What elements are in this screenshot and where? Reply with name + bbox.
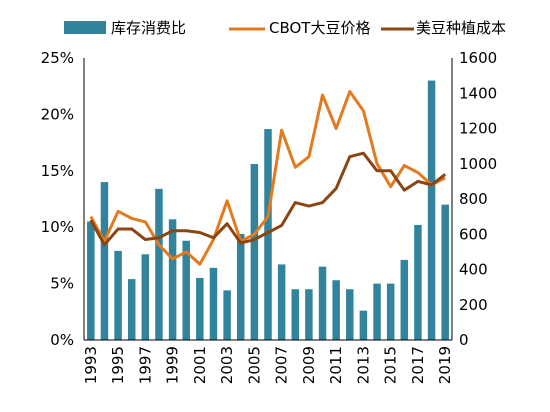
bar-2000 — [182, 240, 190, 340]
x-tick-label: 2001 — [191, 346, 209, 384]
x-tick-label: 1995 — [109, 346, 127, 384]
bar-1996 — [127, 279, 136, 340]
bar-2004 — [236, 233, 245, 340]
right-y-tick-label: 200 — [459, 296, 488, 314]
legend-label-stock-ratio: 库存消费比 — [111, 19, 186, 37]
bar-2001 — [196, 277, 204, 340]
right-y-tick-label: 1000 — [459, 155, 497, 173]
bar-2005 — [250, 164, 259, 340]
bar-1999 — [168, 219, 177, 340]
bar-2014 — [373, 283, 381, 340]
right-y-tick-label: 1600 — [459, 49, 497, 67]
bar-2018 — [427, 80, 436, 340]
right-y-tick-label: 1200 — [459, 120, 497, 138]
bar-2010 — [318, 266, 327, 340]
bar-1998 — [155, 188, 163, 340]
legend-label-cbot-price: CBOT大豆价格 — [269, 19, 370, 37]
bar-1997 — [141, 254, 150, 340]
bar-2016 — [400, 259, 409, 340]
x-tick-label: 2015 — [382, 346, 400, 384]
right-y-tick-labels: 0 200 400 600 800 1000 1200 1400 1600 — [459, 49, 497, 349]
left-y-tick-label: 25% — [41, 49, 74, 67]
left-y-tick-label: 15% — [41, 162, 74, 180]
left-y-tick-labels: 0% 5% 10% 15% 20% 25% — [41, 49, 74, 349]
x-tick-label: 2011 — [327, 346, 345, 384]
x-tick-label: 2019 — [436, 346, 454, 384]
legend-swatch-stock-ratio — [64, 21, 106, 34]
legend-label-planting-cost: 美豆种植成本 — [416, 19, 506, 37]
line-planting-cost — [89, 151, 447, 247]
x-tick-label: 2017 — [409, 346, 427, 384]
right-y-tick-label: 1400 — [459, 84, 497, 102]
bar-2009 — [305, 289, 313, 340]
bar-1993 — [87, 221, 95, 340]
right-y-tick-label: 0 — [459, 331, 469, 349]
x-tick-label: 1997 — [136, 346, 154, 384]
bar-2012 — [346, 289, 354, 340]
left-y-tick-label: 0% — [50, 331, 74, 349]
x-tick-label: 1993 — [82, 346, 100, 384]
right-y-tick-label: 600 — [459, 225, 488, 243]
line-cbot-price — [89, 89, 446, 266]
left-y-tick-label: 10% — [41, 218, 74, 236]
x-tick-label: 2007 — [273, 346, 291, 384]
left-y-tick-label: 5% — [50, 275, 74, 293]
bar-2006 — [264, 129, 272, 340]
bar-2007 — [277, 264, 286, 340]
bar-2002 — [209, 267, 218, 340]
bar-2017 — [414, 224, 422, 340]
x-tick-label: 2009 — [300, 346, 318, 384]
bar-1994 — [100, 182, 109, 340]
x-tick-label: 2005 — [245, 346, 263, 384]
right-y-tick-label: 800 — [459, 190, 488, 208]
left-y-tick-label: 20% — [41, 105, 74, 123]
right-y-tick-label: 400 — [459, 261, 488, 279]
x-tick-label: 2013 — [354, 346, 372, 384]
bar-2003 — [223, 290, 231, 340]
legend: 库存消费比 CBOT大豆价格 美豆种植成本 — [64, 19, 506, 37]
x-tick-label: 1999 — [164, 346, 182, 384]
bar-2013 — [359, 310, 368, 340]
bar-2015 — [386, 283, 395, 340]
bar-1995 — [114, 250, 122, 340]
bar-2008 — [291, 289, 300, 340]
line-series — [89, 89, 447, 266]
bar-2019 — [441, 204, 449, 340]
bar-series-stock-ratio — [87, 80, 449, 340]
x-tick-labels: 1993 1995 1997 1999 2001 2003 2005 2007 2009 2011… — [82, 346, 454, 384]
bar-2011 — [332, 280, 340, 340]
x-tick-label: 2003 — [218, 346, 236, 384]
